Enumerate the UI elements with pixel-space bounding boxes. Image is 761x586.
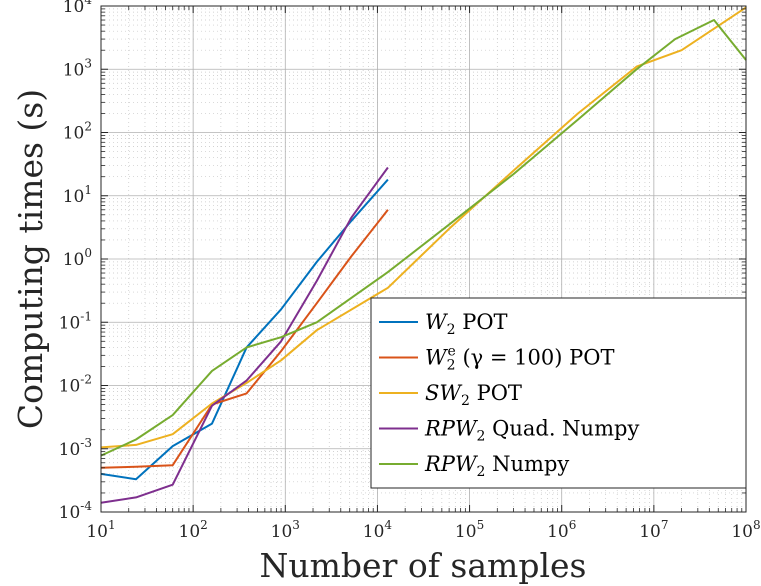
legend-label-part: 2: [477, 464, 486, 480]
legend-label-part: POT: [470, 381, 522, 405]
y-tick-label-exponent: -1: [80, 309, 92, 323]
series-line-3: [100, 6, 747, 449]
legend-label-part: 2: [447, 322, 456, 338]
legend-label-3: SW2 POT: [425, 381, 522, 409]
x-tick-label-base: 10: [179, 522, 201, 542]
x-tick-label-base: 10: [363, 522, 385, 542]
legend-label-part: 2: [477, 429, 486, 445]
y-tick-label-base: 10: [59, 440, 81, 460]
x-tick-label-base: 10: [86, 522, 108, 542]
x-axis-label: Number of samples: [260, 546, 587, 585]
legend-label-part: SW: [425, 381, 463, 405]
x-tick-label: 107: [639, 518, 668, 542]
legend-label-part: 2: [447, 358, 456, 374]
y-axis-label: Computing times (s): [11, 89, 50, 429]
x-tick-label-exponent: 6: [569, 518, 577, 532]
x-tick-label-base: 10: [639, 522, 661, 542]
y-tick-label-exponent: 3: [84, 56, 92, 70]
series-line-5: [100, 19, 747, 457]
y-tick-label: 10-1: [59, 309, 92, 333]
y-tick-label-exponent: -3: [80, 436, 92, 450]
legend-label-part: RPW: [424, 417, 479, 441]
x-tick-label: 103: [271, 518, 300, 542]
legend-label-5: RPW2 Numpy: [424, 452, 569, 480]
y-tick-label-exponent: 1: [84, 183, 92, 197]
y-tick-label-base: 10: [63, 0, 85, 17]
y-tick-label-exponent: 2: [84, 120, 92, 134]
y-tick-label-base: 10: [59, 503, 81, 523]
x-tick-label: 106: [547, 518, 576, 542]
legend-box: [370, 297, 747, 489]
y-tick-label: 103: [63, 56, 92, 80]
x-tick-label-base: 10: [455, 522, 477, 542]
y-tick-label-exponent: 4: [84, 0, 92, 7]
x-tick-label-exponent: 4: [384, 518, 392, 532]
x-tick-label-base: 10: [547, 522, 569, 542]
x-tick-label: 101: [86, 518, 115, 542]
x-tick-labels: 101 102 103 104 105 106 107 108: [86, 518, 760, 542]
x-tick-label-exponent: 5: [477, 518, 485, 532]
y-tick-label: 10-3: [59, 436, 92, 460]
legend-label-part: W: [425, 346, 449, 370]
x-tick-label-exponent: 2: [200, 518, 208, 532]
series-layer: [100, 6, 747, 504]
y-tick-label-exponent: -2: [80, 373, 92, 387]
y-tick-label-exponent: -4: [80, 499, 92, 513]
x-tick-label: 105: [455, 518, 484, 542]
legend-label-part: Numpy: [485, 452, 569, 476]
y-tick-label-base: 10: [63, 60, 85, 80]
legend-label-2: W2e (γ = 100) POT: [425, 344, 614, 374]
y-tick-label-base: 10: [63, 187, 85, 207]
y-tick-label: 102: [63, 120, 92, 144]
legend-label-part: RPW: [424, 452, 479, 476]
y-tick-label-base: 10: [63, 250, 85, 270]
x-tick-label-exponent: 1: [108, 518, 116, 532]
legend-label-1: W2 POT: [425, 310, 508, 338]
y-tick-label-base: 10: [59, 313, 81, 333]
y-tick-label-base: 10: [63, 124, 85, 144]
y-tick-label: 10-4: [59, 499, 93, 523]
y-tick-label: 104: [63, 0, 93, 17]
y-tick-label: 101: [63, 183, 92, 207]
x-tick-label-base: 10: [271, 522, 293, 542]
y-tick-label: 100: [63, 246, 92, 270]
series-line-4: [100, 166, 389, 504]
x-tick-label: 102: [179, 518, 208, 542]
legend-label-part: e: [448, 344, 456, 360]
x-tick-label: 104: [363, 518, 393, 542]
legend-label-4: RPW2 Quad. Numpy: [424, 417, 639, 445]
legend-label-part: Quad. Numpy: [485, 417, 639, 441]
x-tick-label-exponent: 3: [292, 518, 300, 532]
y-tick-label-base: 10: [59, 377, 81, 397]
legend-label-part: POT: [456, 310, 508, 334]
x-tick-label: 108: [731, 518, 760, 542]
legend-label-part: 2: [461, 393, 470, 409]
legend-label-part: (γ = 100) POT: [456, 346, 615, 370]
y-tick-label-exponent: 0: [84, 246, 92, 260]
series-line-2: [100, 209, 389, 469]
x-tick-label-exponent: 7: [661, 518, 669, 532]
y-tick-label: 10-2: [59, 373, 92, 397]
legend-label-part: W: [425, 310, 449, 334]
x-tick-label-base: 10: [731, 522, 753, 542]
x-tick-label-exponent: 8: [753, 518, 761, 532]
